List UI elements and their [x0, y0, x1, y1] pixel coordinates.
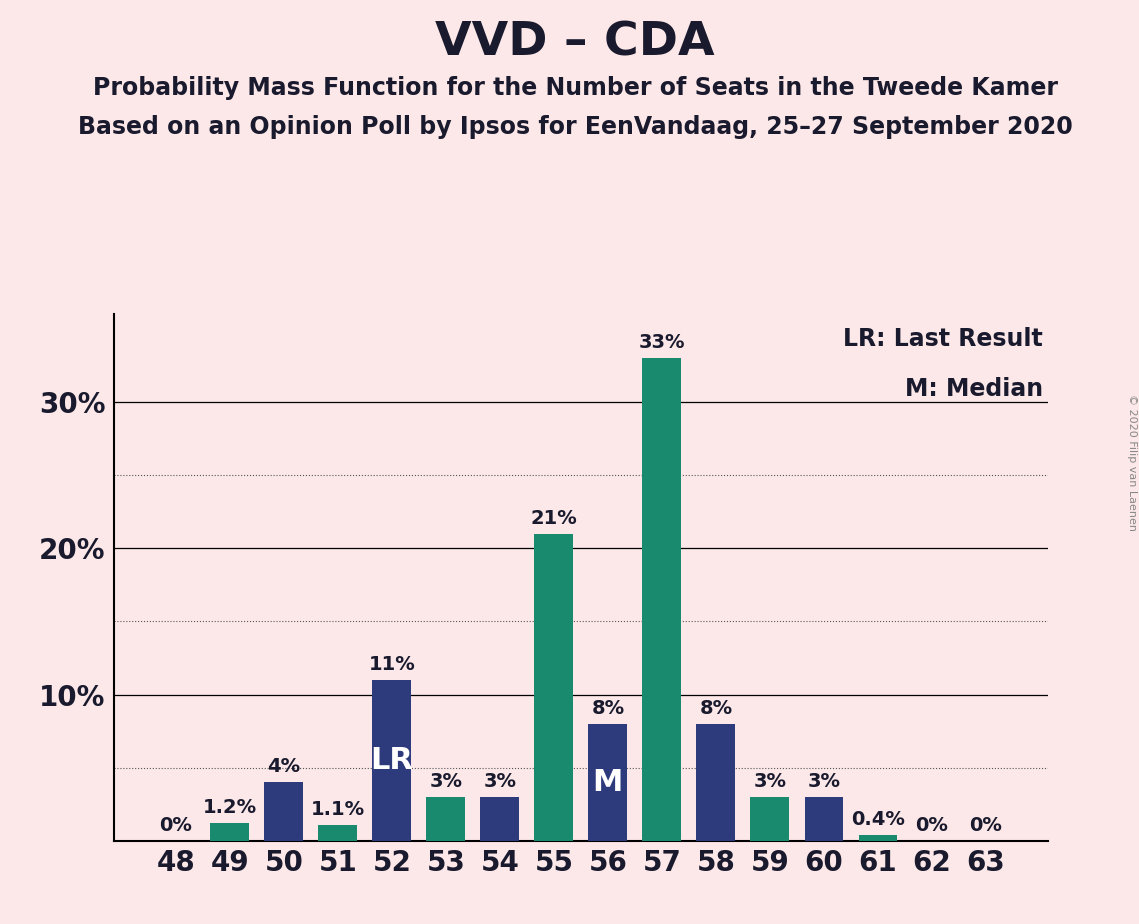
Bar — [426, 796, 466, 841]
Text: 33%: 33% — [639, 334, 686, 352]
Bar — [264, 783, 303, 841]
Bar — [642, 359, 681, 841]
Text: Based on an Opinion Poll by Ipsos for EenVandaag, 25–27 September 2020: Based on an Opinion Poll by Ipsos for Ee… — [77, 115, 1073, 139]
Text: 3%: 3% — [483, 772, 516, 791]
Text: 11%: 11% — [369, 655, 416, 675]
Text: 1.1%: 1.1% — [311, 800, 364, 819]
Text: 1.2%: 1.2% — [203, 798, 257, 818]
Bar — [859, 835, 898, 841]
Text: 0%: 0% — [916, 816, 949, 835]
Bar — [534, 534, 573, 841]
Text: 4%: 4% — [268, 758, 301, 776]
Bar — [372, 680, 411, 841]
Bar — [211, 823, 249, 841]
Text: 0%: 0% — [159, 816, 192, 835]
Text: M: Median: M: Median — [906, 377, 1043, 401]
Text: 8%: 8% — [591, 699, 624, 718]
Text: 3%: 3% — [429, 772, 462, 791]
Text: VVD – CDA: VVD – CDA — [435, 20, 715, 66]
Text: 8%: 8% — [699, 699, 732, 718]
Bar — [319, 825, 358, 841]
Bar — [589, 723, 628, 841]
Text: LR: Last Result: LR: Last Result — [844, 327, 1043, 351]
Text: M: M — [592, 768, 623, 796]
Bar — [696, 723, 736, 841]
Text: © 2020 Filip van Laenen: © 2020 Filip van Laenen — [1126, 394, 1137, 530]
Text: 3%: 3% — [753, 772, 786, 791]
Text: 0%: 0% — [969, 816, 1002, 835]
Bar — [804, 796, 843, 841]
Bar — [751, 796, 789, 841]
Text: 21%: 21% — [531, 509, 577, 528]
Text: 3%: 3% — [808, 772, 841, 791]
Text: LR: LR — [370, 746, 413, 775]
Text: 0.4%: 0.4% — [851, 810, 904, 829]
Text: Probability Mass Function for the Number of Seats in the Tweede Kamer: Probability Mass Function for the Number… — [92, 76, 1058, 100]
Bar — [481, 796, 519, 841]
